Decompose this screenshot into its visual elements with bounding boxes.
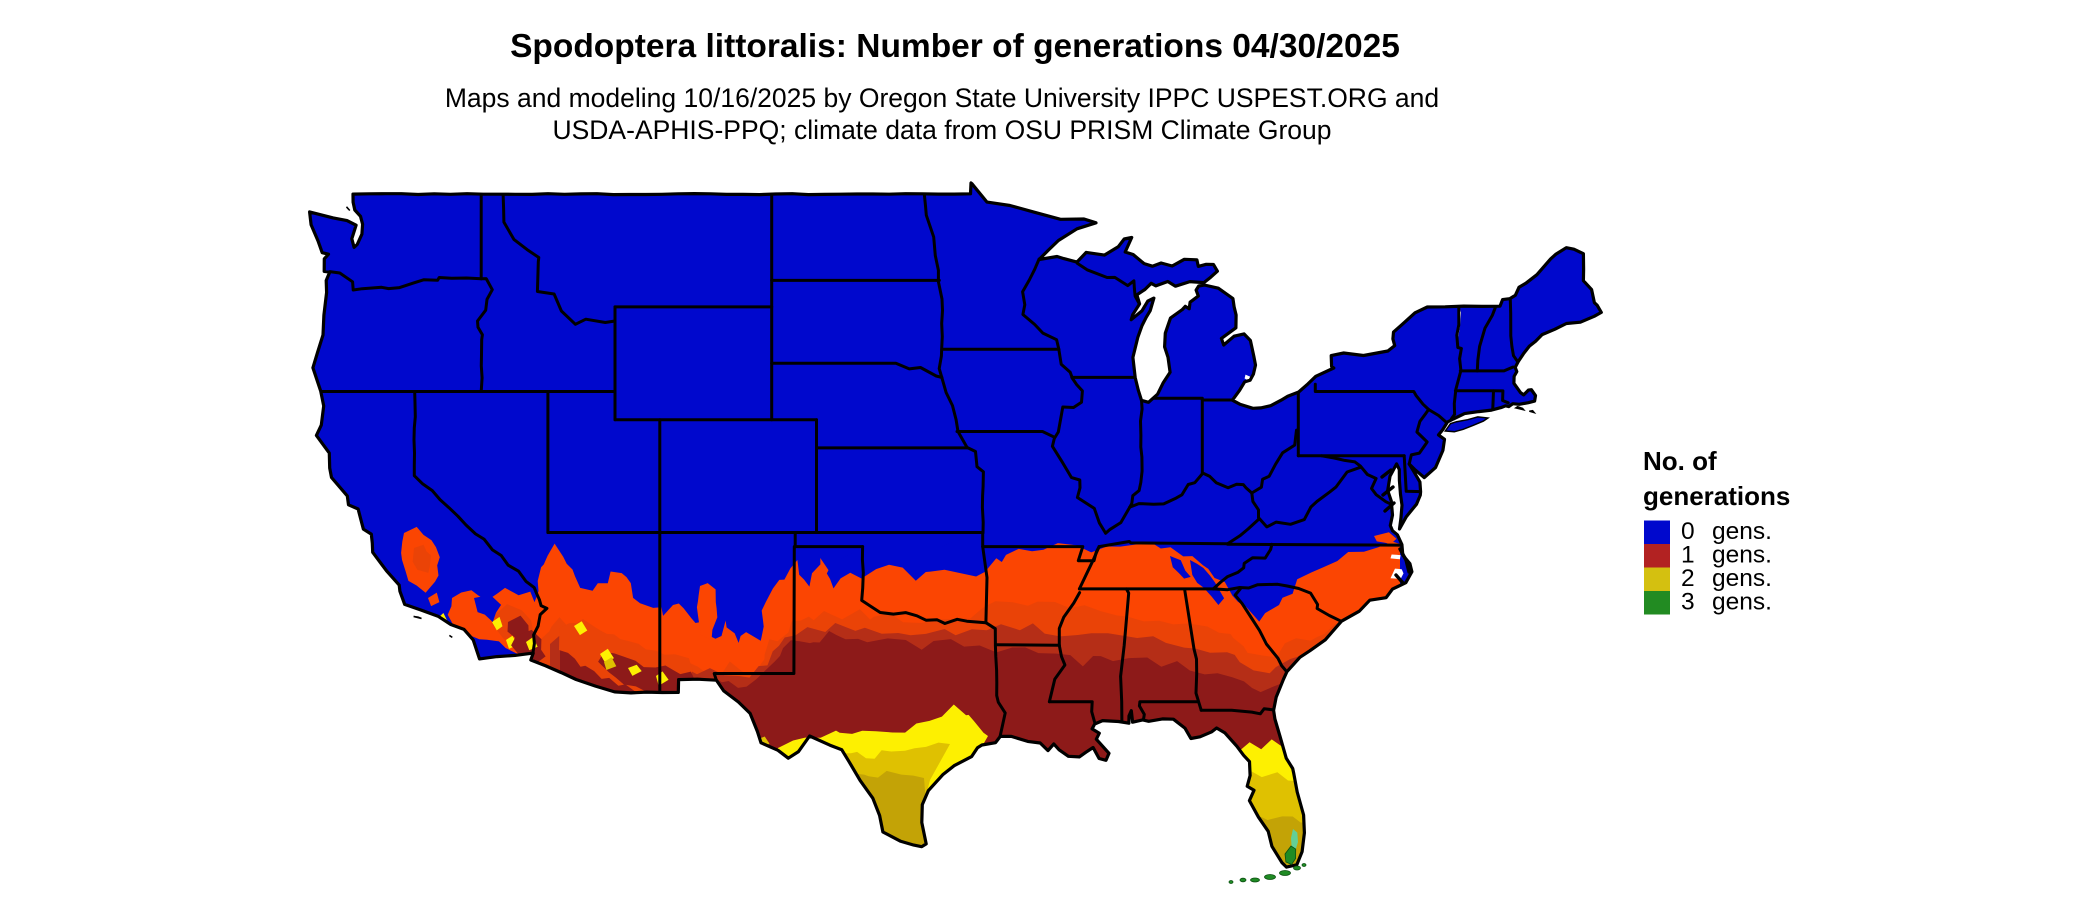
svg-text:3: 3 [1681,589,1695,616]
svg-text:1: 1 [1681,542,1695,569]
svg-text:generations: generations [1643,481,1790,511]
svg-text:No. of: No. of [1643,446,1717,476]
svg-text:USDA-APHIS-PPQ; climate data f: USDA-APHIS-PPQ; climate data from OSU PR… [552,115,1331,145]
svg-text:gens.: gens. [1712,542,1772,569]
svg-text:2: 2 [1681,565,1695,592]
svg-text:Spodoptera littoralis: Number: Spodoptera littoralis: Number of generat… [510,28,1400,65]
svg-text:gens.: gens. [1712,589,1772,616]
svg-text:Maps and modeling 10/16/2025 b: Maps and modeling 10/16/2025 by Oregon S… [445,83,1439,113]
svg-text:gens.: gens. [1712,565,1772,592]
svg-text:gens.: gens. [1712,518,1772,545]
svg-text:0: 0 [1681,518,1695,545]
